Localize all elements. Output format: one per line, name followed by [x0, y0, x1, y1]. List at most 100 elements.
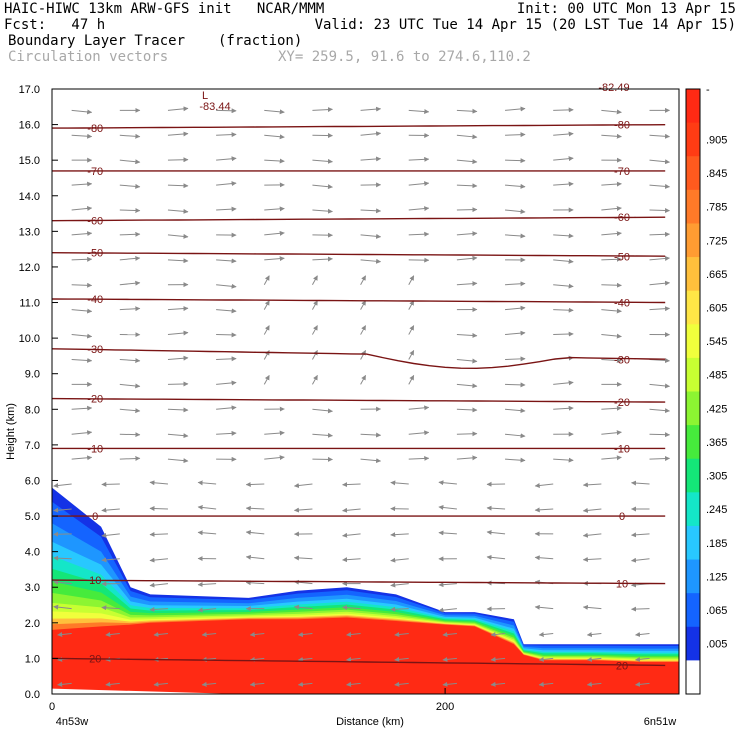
circulation-vector: [216, 430, 237, 436]
circulation-vector: [601, 405, 622, 411]
circulation-vector: [311, 350, 318, 360]
circulation-vector: [486, 529, 506, 535]
circulation-vector: [438, 607, 457, 613]
circulation-vector: [71, 109, 93, 115]
circulation-vector: [311, 374, 318, 385]
circulation-vector: [649, 432, 671, 438]
circulation-vector: [649, 456, 671, 462]
colorbar-label: .005: [706, 639, 727, 651]
circulation-vector: [105, 632, 120, 638]
circulation-vector: [408, 181, 430, 187]
circulation-vector: [408, 206, 430, 212]
circulation-vector: [297, 632, 313, 638]
plot-frame: [51, 88, 680, 695]
circulation-vector: [553, 107, 574, 113]
circulation-vector: [119, 358, 141, 364]
isotherm-20: [52, 657, 666, 667]
circulation-vector: [53, 579, 72, 585]
circulation-vector: [119, 133, 141, 139]
circulation-vector: [456, 455, 478, 461]
circulation-vector: [53, 507, 72, 513]
circulation-vector: [119, 207, 141, 213]
circulation-vector: [360, 458, 382, 464]
circulation-vector: [71, 333, 93, 339]
circulation-vector: [649, 306, 671, 312]
colorbar-swatch: [686, 593, 700, 628]
circulation-vector: [105, 681, 120, 687]
circulation-vector: [216, 308, 237, 314]
isotherm-label: -70: [614, 166, 630, 178]
circulation-vector: [342, 482, 361, 488]
circulation-vector: [197, 480, 217, 486]
isotherm-label: -30: [614, 354, 630, 366]
circulation-vector: [71, 133, 93, 139]
y-tick-label: 6.0: [25, 475, 40, 487]
colorbar-swatch: [686, 357, 700, 392]
circulation-vector: [456, 431, 478, 437]
circulation-vector: [505, 356, 526, 362]
minimum-value-label: -83.44: [199, 101, 230, 113]
circulation-vector: [390, 606, 409, 612]
circulation-vector: [201, 681, 217, 687]
circulation-vector: [312, 107, 333, 113]
circulation-vector: [505, 382, 526, 388]
x-tick-label: 200: [436, 701, 454, 713]
colorbar-swatch: [686, 257, 700, 292]
circulation-vector: [505, 433, 526, 439]
circulation-vector: [649, 159, 671, 165]
circulation-vector: [216, 258, 237, 264]
circulation-vector: [456, 383, 478, 389]
isotherm-label: 0: [619, 511, 625, 523]
isotherm-label: -20: [614, 397, 630, 409]
circulation-vector: [649, 183, 671, 189]
isotherm-label: -50: [614, 251, 630, 263]
circulation-vector: [153, 681, 169, 687]
circulation-vector: [390, 532, 409, 538]
circulation-vector: [149, 531, 168, 537]
circulation-vector: [293, 555, 313, 561]
circulation-vector: [167, 458, 189, 464]
circulation-vector: [505, 106, 526, 112]
circulation-vector: [119, 280, 141, 286]
circulation-vector: [197, 607, 217, 613]
circulation-vector: [408, 109, 430, 114]
circulation-vector: [394, 681, 409, 687]
circulation-vector: [216, 108, 237, 114]
header-line2-left: Fcst: 47 h: [4, 17, 106, 33]
terrain-sliver: [52, 688, 239, 694]
circulation-vector: [149, 606, 168, 612]
circulation-vector: [601, 205, 622, 211]
y-axis-title: Height (km): [5, 403, 17, 460]
circulation-vector: [71, 282, 93, 288]
circulation-vector: [264, 158, 285, 164]
circulation-vector: [245, 530, 265, 536]
circulation-vector: [601, 256, 622, 262]
circulation-vector: [245, 554, 265, 560]
circulation-vector: [119, 306, 141, 312]
circulation-vector: [360, 131, 382, 137]
circulation-vector: [649, 133, 671, 139]
isotherm-label: 10: [89, 575, 101, 587]
isotherm-label: 10: [616, 579, 628, 591]
circulation-vector: [167, 355, 189, 361]
circulation-vector: [442, 656, 457, 662]
y-tick-label: 9.0: [25, 369, 40, 381]
circulation-vector: [505, 158, 526, 164]
circulation-vector: [311, 275, 318, 285]
circulation-vector: [486, 554, 506, 560]
circulation-vector: [71, 357, 93, 363]
circulation-vector: [71, 430, 93, 436]
circulation-vector: [582, 556, 602, 562]
circulation-vector: [119, 432, 141, 438]
vector-field-name: Circulation vectors: [8, 49, 169, 65]
circulation-vector: [264, 206, 285, 212]
circulation-vector: [167, 157, 189, 163]
circulation-vector: [119, 383, 141, 389]
circulation-vector: [53, 531, 72, 537]
colorbar-label: .485: [706, 370, 727, 382]
y-tick-label: 1.0: [25, 653, 40, 665]
isotherm-label: -70: [87, 166, 103, 178]
circulation-vector: [408, 231, 430, 237]
isotherm-label: -60: [87, 216, 103, 228]
y-tick-label: 11.0: [19, 298, 40, 310]
